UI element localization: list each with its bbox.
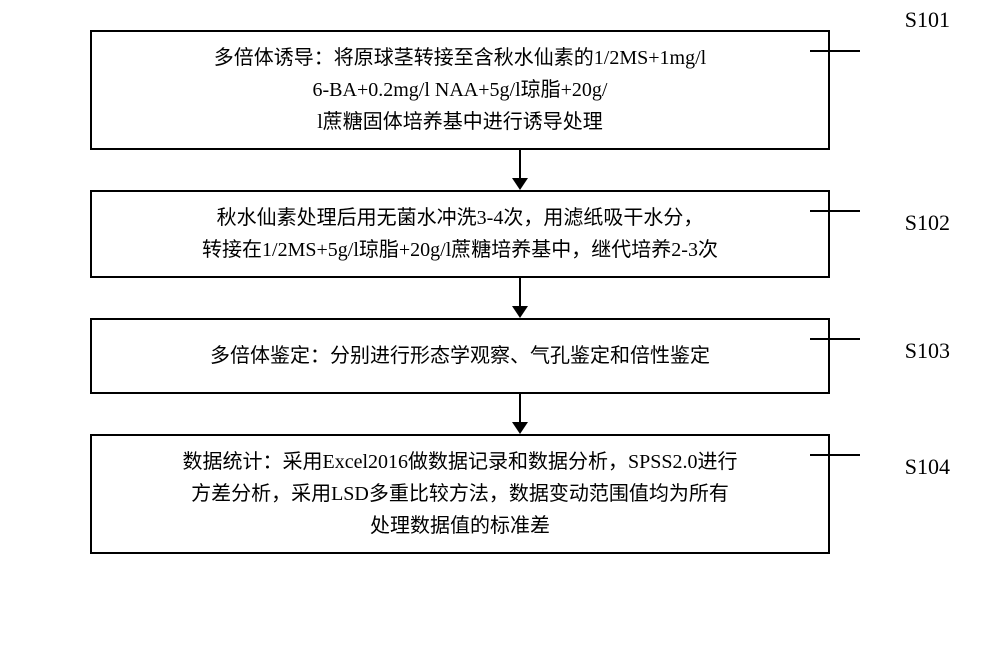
- connector-line: [810, 210, 860, 212]
- step-box-4: 数据统计：采用Excel2016做数据记录和数据分析，SPSS2.0进行 方差分…: [90, 434, 830, 554]
- step-text-line: 秋水仙素处理后用无菌水冲洗3-4次，用滤纸吸干水分，: [112, 202, 808, 234]
- flowchart-container: 多倍体诱导：将原球茎转接至含秋水仙素的1/2MS+1mg/l 6-BA+0.2m…: [50, 30, 950, 554]
- step-box-2: 秋水仙素处理后用无菌水冲洗3-4次，用滤纸吸干水分， 转接在1/2MS+5g/l…: [90, 190, 830, 278]
- step-text-line: 数据统计：采用Excel2016做数据记录和数据分析，SPSS2.0进行: [112, 446, 808, 478]
- step-row-1: 多倍体诱导：将原球茎转接至含秋水仙素的1/2MS+1mg/l 6-BA+0.2m…: [50, 30, 950, 150]
- step-text-line: 多倍体鉴定：分别进行形态学观察、气孔鉴定和倍性鉴定: [112, 340, 808, 372]
- step-row-2: 秋水仙素处理后用无菌水冲洗3-4次，用滤纸吸干水分， 转接在1/2MS+5g/l…: [50, 190, 950, 278]
- arrow-2: [150, 278, 890, 318]
- step-text-line: 多倍体诱导：将原球茎转接至含秋水仙素的1/2MS+1mg/l: [112, 42, 808, 74]
- step-box-3: 多倍体鉴定：分别进行形态学观察、气孔鉴定和倍性鉴定: [90, 318, 830, 394]
- step-label-2: S102: [905, 210, 950, 236]
- arrow-line: [519, 394, 521, 422]
- step-text-line: 方差分析，采用LSD多重比较方法，数据变动范围值均为所有: [112, 478, 808, 510]
- step-text-line: 处理数据值的标准差: [112, 510, 808, 542]
- step-box-1: 多倍体诱导：将原球茎转接至含秋水仙素的1/2MS+1mg/l 6-BA+0.2m…: [90, 30, 830, 150]
- step-label-3: S103: [905, 338, 950, 364]
- step-row-3: 多倍体鉴定：分别进行形态学观察、气孔鉴定和倍性鉴定 S103: [50, 318, 950, 394]
- arrow-line: [519, 150, 521, 178]
- connector-line: [810, 454, 860, 456]
- step-text-line: 6-BA+0.2mg/l NAA+5g/l琼脂+20g/: [112, 74, 808, 106]
- step-text-line: l蔗糖固体培养基中进行诱导处理: [112, 106, 808, 138]
- arrow-line: [519, 278, 521, 306]
- arrow-3: [150, 394, 890, 434]
- step-label-4: S104: [905, 454, 950, 480]
- arrow-head-icon: [512, 422, 528, 434]
- connector-line: [810, 338, 860, 340]
- arrow-head-icon: [512, 178, 528, 190]
- step-row-4: 数据统计：采用Excel2016做数据记录和数据分析，SPSS2.0进行 方差分…: [50, 434, 950, 554]
- arrow-head-icon: [512, 306, 528, 318]
- connector-line: [810, 50, 860, 52]
- step-text-line: 转接在1/2MS+5g/l琼脂+20g/l蔗糖培养基中，继代培养2-3次: [112, 234, 808, 266]
- arrow-1: [150, 150, 890, 190]
- step-label-1: S101: [905, 7, 950, 33]
